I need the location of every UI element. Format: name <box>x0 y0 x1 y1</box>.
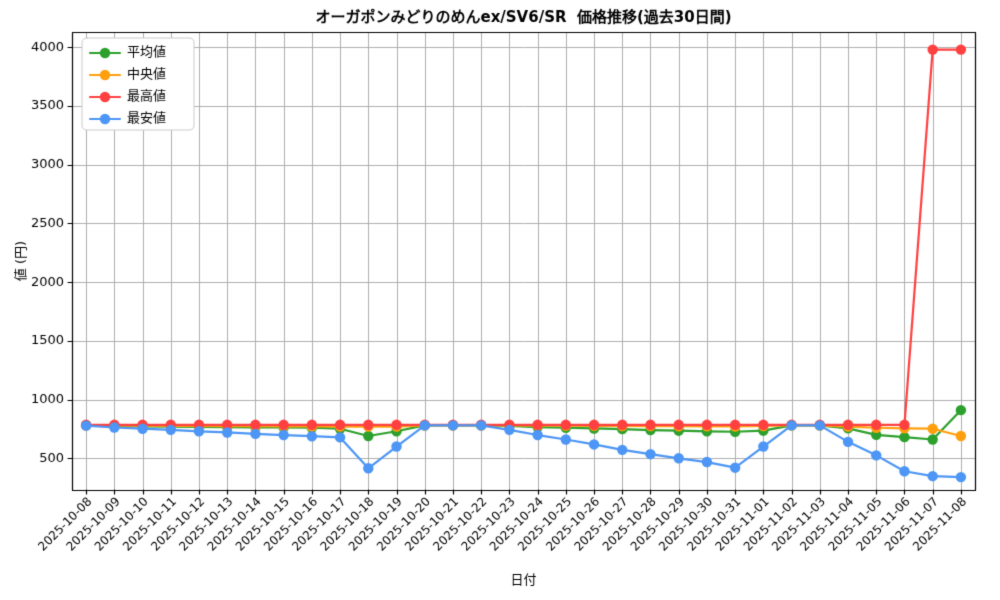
chart-canvas <box>0 0 1000 600</box>
price-history-chart: オーガポンみどりのめんex/SV6/SR 価格推移(過去30日間) 日付 値 (… <box>0 0 1000 600</box>
